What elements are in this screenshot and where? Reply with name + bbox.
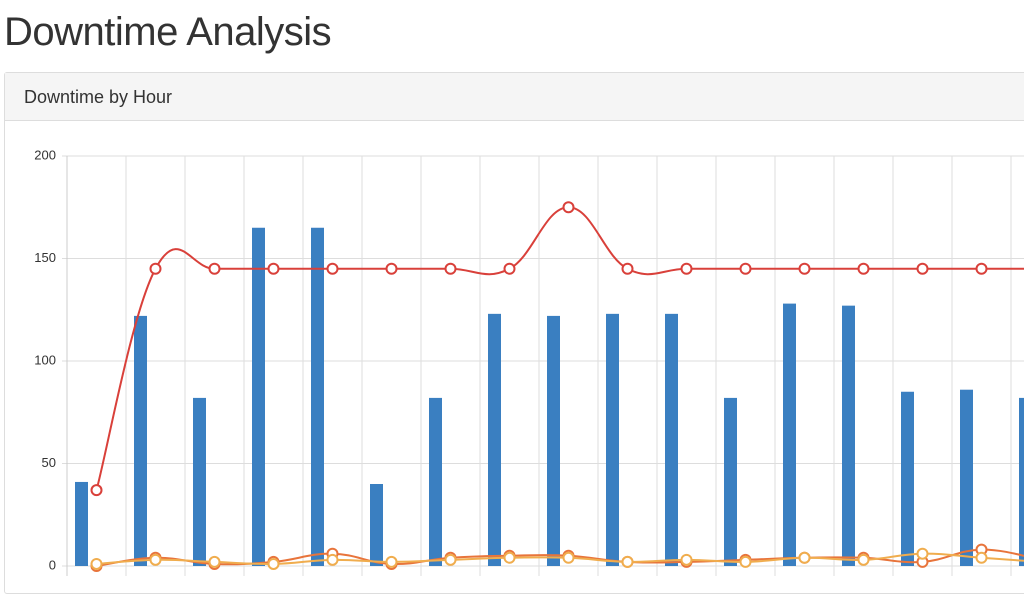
point xyxy=(564,553,574,563)
bar xyxy=(252,228,265,566)
point xyxy=(210,264,220,274)
point xyxy=(918,264,928,274)
bar xyxy=(724,398,737,566)
point xyxy=(682,555,692,565)
point xyxy=(859,264,869,274)
bar xyxy=(488,314,501,566)
point xyxy=(800,553,810,563)
point xyxy=(387,264,397,274)
y-tick-label: 0 xyxy=(49,557,56,572)
point xyxy=(151,264,161,274)
point xyxy=(92,559,102,569)
bar xyxy=(1019,398,1024,566)
bar xyxy=(193,398,206,566)
point xyxy=(210,557,220,567)
point xyxy=(623,264,633,274)
bar xyxy=(311,228,324,566)
point xyxy=(800,264,810,274)
point xyxy=(328,555,338,565)
bar xyxy=(665,314,678,566)
y-tick-label: 200 xyxy=(34,147,56,162)
point xyxy=(328,264,338,274)
point xyxy=(446,264,456,274)
bar xyxy=(901,392,914,566)
point xyxy=(623,557,633,567)
bar xyxy=(429,398,442,566)
y-tick-label: 100 xyxy=(34,352,56,367)
point xyxy=(741,264,751,274)
bar xyxy=(960,390,973,566)
point xyxy=(977,264,987,274)
point xyxy=(682,264,692,274)
point xyxy=(269,559,279,569)
chart: 0 50 100 150 200 xyxy=(0,0,1024,576)
point xyxy=(505,264,515,274)
bar xyxy=(547,316,560,566)
point xyxy=(387,557,397,567)
bar xyxy=(134,316,147,566)
point xyxy=(505,553,515,563)
point xyxy=(918,549,928,559)
bar xyxy=(370,484,383,566)
bar xyxy=(75,482,88,566)
point xyxy=(446,555,456,565)
point xyxy=(92,485,102,495)
point xyxy=(741,557,751,567)
y-tick-label: 50 xyxy=(42,455,56,470)
bar xyxy=(842,306,855,566)
point xyxy=(564,202,574,212)
point xyxy=(269,264,279,274)
point xyxy=(151,555,161,565)
bar xyxy=(783,304,796,566)
bar xyxy=(606,314,619,566)
point xyxy=(977,553,987,563)
line xyxy=(97,207,1024,490)
point xyxy=(859,555,869,565)
y-tick-label: 150 xyxy=(34,250,56,265)
